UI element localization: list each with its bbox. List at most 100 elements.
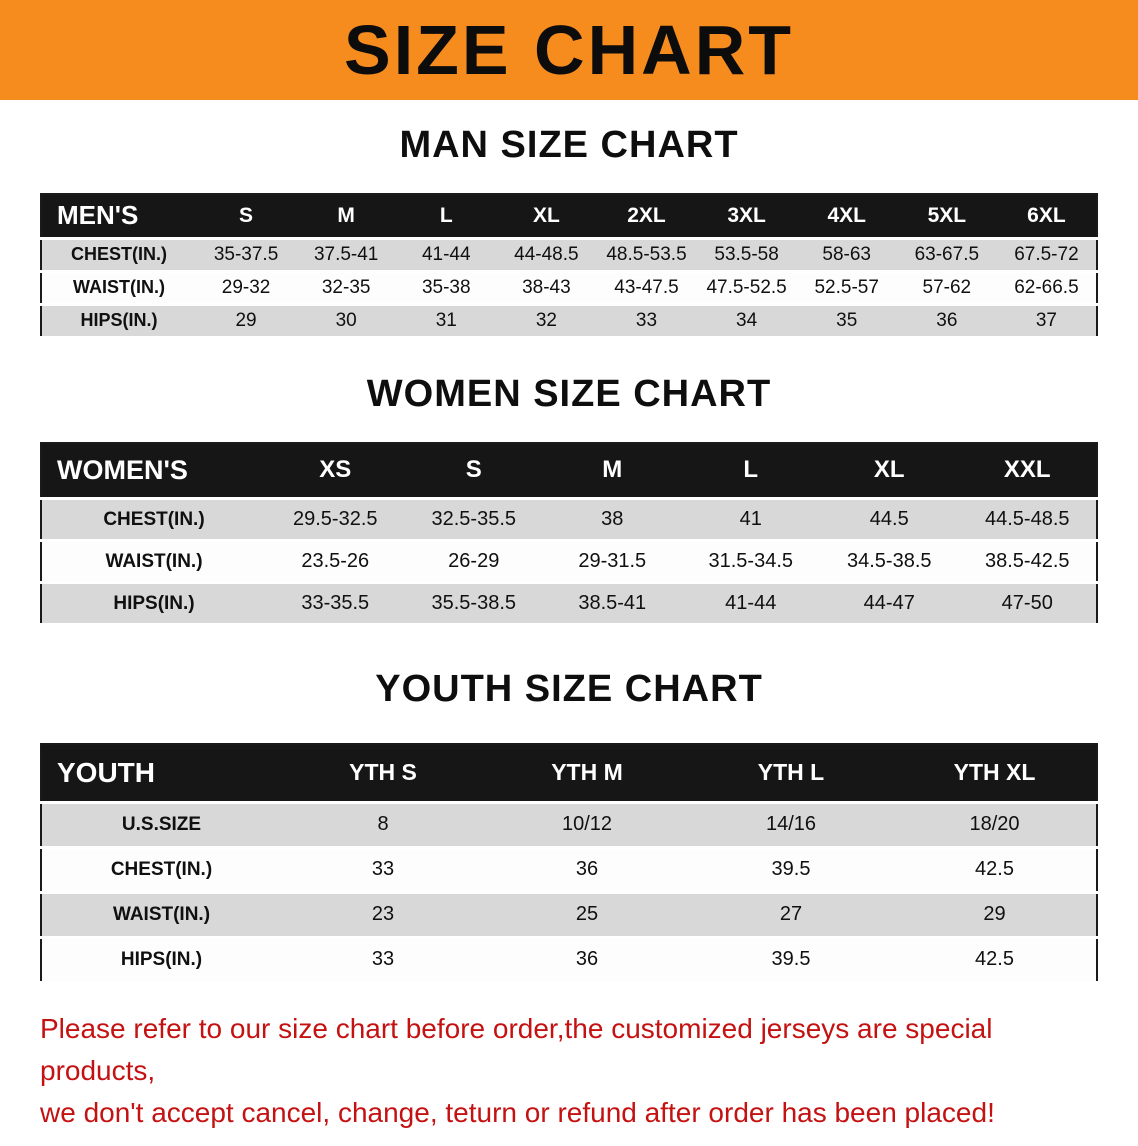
men-section-heading: MAN SIZE CHART	[399, 124, 739, 166]
row-label: HIPS(IN.)	[120, 948, 203, 970]
size-cell: 32	[535, 309, 557, 331]
size-cell: 35	[836, 309, 858, 331]
size-cell: 29	[983, 903, 1006, 925]
table-row: WAIST(IN.) 23.5-26 26-29 29-31.5 31.5-34.5 34…	[41, 540, 1097, 583]
size-cell: 31.5-34.5	[708, 550, 793, 572]
size-column-header: YTH XL	[893, 744, 1097, 804]
size-column-header: XL	[820, 442, 959, 500]
size-cell: 25	[575, 903, 599, 925]
size-cell: 36	[936, 309, 958, 331]
table-row: WAIST(IN.) 23 25 27 29	[41, 892, 1097, 937]
size-cell: 33	[635, 309, 658, 331]
size-cell: 38.5-41	[578, 592, 647, 614]
size-cell: 31	[435, 309, 457, 331]
size-column-header: 5XL	[896, 194, 997, 240]
table-row: HIPS(IN.) 33 36 39.5 42.5	[41, 937, 1097, 982]
row-label: U.S.SIZE	[121, 813, 202, 835]
youth-size-table: YOUTH YTH S YTH M YTH L YTH XL U.S.SIZE 8 10/12…	[40, 743, 1098, 984]
size-cell: 38	[601, 508, 624, 530]
size-cell: 33	[371, 858, 395, 880]
size-cell: 29-31.5	[578, 550, 647, 572]
men-table-corner-label: MEN'S	[41, 194, 196, 240]
row-label: CHEST(IN.)	[110, 858, 213, 880]
size-column-header: 4XL	[796, 194, 897, 240]
youth-table-header-row: YOUTH YTH S YTH M YTH L YTH XL	[41, 744, 1097, 804]
row-label: WAIST(IN.)	[73, 277, 165, 297]
size-column-header: L	[396, 194, 497, 240]
women-section-heading: WOMEN SIZE CHART	[366, 372, 772, 415]
size-column-header: XS	[266, 442, 405, 500]
size-cell: 26-29	[448, 550, 500, 572]
table-row: HIPS(IN.) 33-35.5 35.5-38.5 38.5-41 41-44 44-…	[41, 582, 1097, 625]
size-cell: 36	[575, 858, 599, 880]
size-cell: 44.5-48.5	[984, 508, 1070, 530]
disclaimer: Please refer to our size chart before or…	[40, 1008, 1098, 1134]
size-cell: 41-44	[421, 243, 471, 265]
size-cell: 62-66.5	[1014, 276, 1079, 298]
size-cell: 67.5-72	[1014, 243, 1079, 265]
banner-title: SIZE CHART	[344, 11, 794, 89]
women-table-corner-label: WOMEN'S	[41, 442, 266, 500]
size-cell: 37	[1035, 309, 1057, 331]
table-row: CHEST(IN.) 33 36 39.5 42.5	[41, 847, 1097, 892]
row-label: HIPS(IN.)	[113, 592, 195, 614]
youth-section-heading: YOUTH SIZE CHART	[375, 668, 763, 710]
size-cell: 41-44	[725, 592, 777, 614]
size-cell: 29-32	[221, 276, 271, 298]
size-column-header: XXL	[958, 442, 1097, 500]
size-cell: 43-47.5	[614, 276, 679, 298]
size-cell: 37.5-41	[313, 243, 379, 265]
size-cell: 57-62	[922, 276, 972, 298]
men-table-header-row: MEN'S S M L XL 2XL 3XL 4XL 5XL 6XL	[41, 194, 1097, 240]
size-cell: 39.5	[771, 858, 811, 880]
size-column-header: YTH L	[689, 744, 893, 804]
size-cell: 35-38	[421, 276, 471, 298]
size-cell: 63-67.5	[914, 243, 980, 265]
size-cell: 34.5-38.5	[846, 550, 932, 572]
size-cell: 52.5-57	[814, 276, 879, 298]
size-cell: 47-50	[1001, 592, 1053, 614]
size-column-header: XL	[496, 194, 597, 240]
size-cell: 35-37.5	[213, 243, 279, 265]
size-column-header: 6XL	[996, 194, 1097, 240]
size-cell: 35.5-38.5	[431, 592, 516, 614]
size-cell: 41	[739, 508, 762, 530]
size-cell: 58-63	[822, 243, 872, 265]
size-cell: 29.5-32.5	[292, 508, 378, 530]
size-cell: 33-35.5	[301, 592, 370, 614]
women-table-header-row: WOMEN'S XS S M L XL XXL	[41, 442, 1097, 500]
size-column-header: L	[681, 442, 820, 500]
size-chart-banner: SIZE CHART	[0, 0, 1138, 100]
size-cell: 44-47	[863, 592, 915, 614]
size-cell: 42.5	[975, 858, 1014, 880]
size-cell: 36	[575, 948, 599, 970]
size-cell: 27	[779, 903, 803, 925]
table-row: CHEST(IN.) 29.5-32.5 32.5-35.5 38 41 44.5 44.5…	[41, 498, 1097, 541]
size-cell: 32.5-35.5	[431, 508, 516, 530]
size-cell: 8	[377, 813, 389, 835]
row-label: CHEST(IN.)	[103, 508, 205, 530]
size-cell: 34	[736, 309, 758, 331]
size-cell: 33	[371, 948, 395, 970]
size-cell: 23.5-26	[301, 550, 370, 572]
size-cell: 18/20	[969, 813, 1020, 835]
size-column-header: 3XL	[696, 194, 797, 240]
size-column-header: YTH S	[281, 744, 485, 804]
table-row: HIPS(IN.) 29 30 31 32 33 34 35 36 37	[41, 304, 1097, 337]
table-row: WAIST(IN.) 29-32 32-35 35-38 38-43 43-47.5 47.…	[41, 271, 1097, 304]
size-column-header: YTH M	[485, 744, 689, 804]
row-label: HIPS(IN.)	[80, 310, 158, 330]
size-column-header: M	[543, 442, 682, 500]
size-column-header: S	[404, 442, 543, 500]
disclaimer-line-1: Please refer to our size chart before or…	[40, 1012, 993, 1086]
size-cell: 38-43	[522, 276, 571, 298]
size-cell: 32-35	[321, 276, 371, 298]
size-cell: 44.5	[869, 508, 909, 530]
disclaimer-line-2: we don't accept cancel, change, teturn o…	[40, 1096, 995, 1128]
table-row: U.S.SIZE 8 10/12 14/16 18/20	[41, 802, 1097, 847]
row-label: WAIST(IN.)	[112, 903, 211, 925]
size-cell: 23	[371, 903, 395, 925]
size-cell: 48.5-53.5	[606, 243, 687, 265]
size-cell: 14/16	[765, 813, 817, 835]
size-column-header: S	[196, 194, 297, 240]
